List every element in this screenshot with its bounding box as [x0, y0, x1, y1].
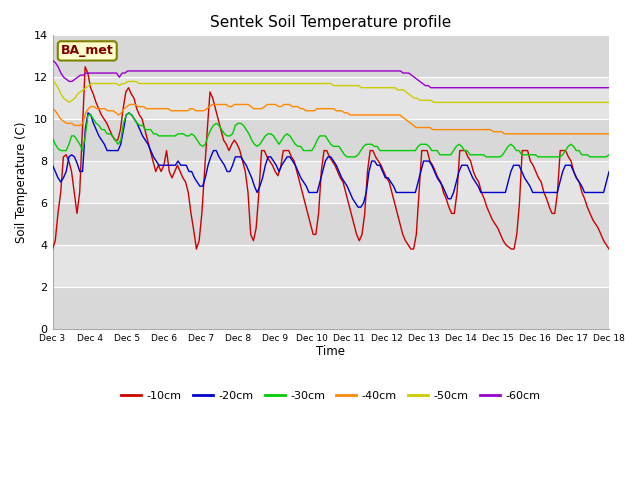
X-axis label: Time: Time: [316, 345, 346, 358]
Bar: [52, 161, 609, 203]
Bar: [52, 36, 609, 77]
Bar: [52, 245, 609, 287]
Bar: [52, 119, 609, 161]
Bar: [52, 287, 609, 329]
Bar: [52, 77, 609, 119]
Title: Sentek Soil Temperature profile: Sentek Soil Temperature profile: [210, 15, 451, 30]
Legend: -10cm, -20cm, -30cm, -40cm, -50cm, -60cm: -10cm, -20cm, -30cm, -40cm, -50cm, -60cm: [116, 386, 545, 405]
Bar: [52, 203, 609, 245]
Y-axis label: Soil Temperature (C): Soil Temperature (C): [15, 121, 28, 243]
Text: BA_met: BA_met: [61, 45, 114, 58]
